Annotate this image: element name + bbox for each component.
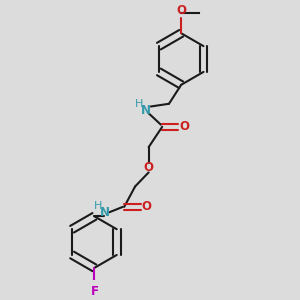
Text: N: N bbox=[141, 104, 151, 117]
Text: O: O bbox=[179, 120, 189, 133]
Text: H: H bbox=[135, 99, 143, 109]
Text: N: N bbox=[100, 206, 110, 219]
Text: H: H bbox=[94, 201, 103, 211]
Text: O: O bbox=[176, 4, 186, 17]
Text: O: O bbox=[144, 161, 154, 174]
Text: O: O bbox=[141, 200, 151, 213]
Text: F: F bbox=[90, 285, 98, 298]
